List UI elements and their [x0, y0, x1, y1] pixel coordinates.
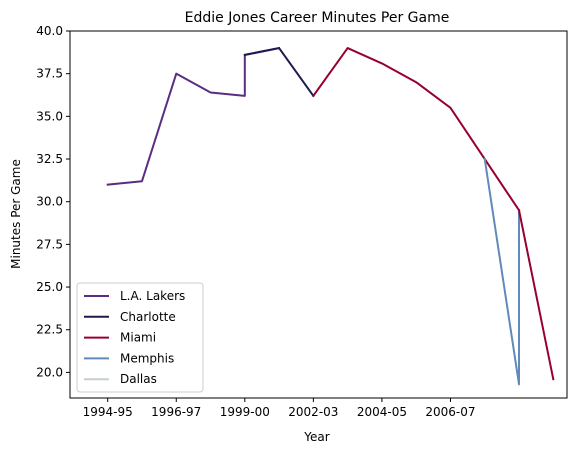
- legend-box: [76, 282, 204, 393]
- series-lines: [106, 46, 555, 386]
- x-tick-label-5: 2006-07: [425, 405, 475, 419]
- legend-label-l-a-lakers: L.A. Lakers: [120, 289, 185, 303]
- y-tick-label-8: 40.0: [36, 24, 63, 38]
- series-line-memphis-3: [483, 157, 521, 386]
- x-tick-label-1: 1996-97: [151, 405, 201, 419]
- legend: L.A. Lakers Charlotte Miami Memphis Dallas: [76, 282, 204, 393]
- y-tick-label-5: 32.5: [36, 152, 63, 166]
- y-tick-label-3: 27.5: [36, 237, 63, 251]
- series-line-charlotte-1: [243, 47, 315, 98]
- y-tick-label-0: 20.0: [36, 365, 63, 379]
- y-axis: 20.0 22.5 25.0 27.5 30.0 32.5 35.0 37.5 40.0: [36, 24, 70, 379]
- legend-label-memphis: Memphis: [120, 351, 174, 365]
- legend-label-dallas: Dallas: [120, 372, 157, 386]
- y-tick-label-6: 35.0: [36, 109, 63, 123]
- series-line-miami-4: [517, 209, 555, 381]
- x-tick-label-3: 2002-03: [288, 405, 338, 419]
- y-tick-label-7: 37.5: [36, 67, 63, 81]
- legend-label-charlotte: Charlotte: [120, 310, 176, 324]
- y-tick-label-1: 22.5: [36, 323, 63, 337]
- chart-title: Eddie Jones Career Minutes Per Game: [185, 10, 450, 26]
- x-axis-title: Year: [303, 430, 329, 444]
- y-axis-title: Minutes Per Game: [9, 159, 23, 269]
- x-axis: 1994-95 1996-97 1999-00 2002-03 2004-05 2006-…: [83, 398, 476, 419]
- plot-frame: [69, 30, 568, 399]
- x-tick-label-2: 1999-00: [220, 405, 270, 419]
- legend-label-miami: Miami: [120, 331, 156, 345]
- y-tick-label-2: 25.0: [36, 280, 63, 294]
- x-tick-label-4: 2004-05: [357, 405, 407, 419]
- y-tick-label-4: 30.0: [36, 195, 63, 209]
- x-tick-label-0: 1994-95: [83, 405, 133, 419]
